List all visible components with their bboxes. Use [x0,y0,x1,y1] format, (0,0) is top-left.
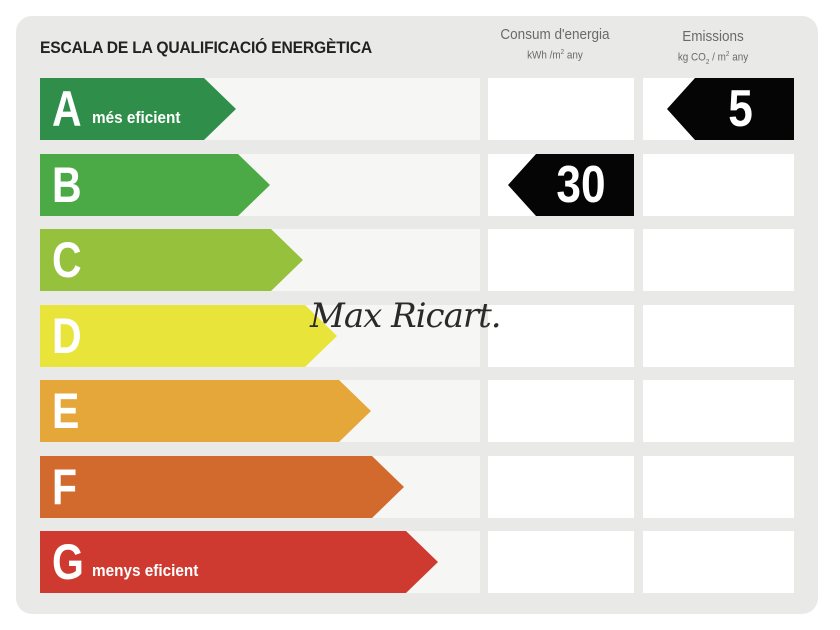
emissions-cell-b [643,153,794,216]
energy-indicator: 30 [508,153,634,216]
rating-arrow-shape [40,153,270,216]
energy-cell-a [488,78,634,140]
rating-letter: A [52,81,82,137]
rating-arrow-shape [40,531,438,593]
rating-bar-d: D [40,304,337,367]
rating-arrow-shape [40,455,404,518]
rating-bar-e: E [40,380,371,442]
emissions-cell-d [643,304,794,367]
page-title: ESCALA DE LA QUALIFICACIÓ ENERGÈTICA [40,38,372,57]
rating-letter: F [52,458,78,515]
rating-arrow-shape [40,304,337,367]
energy-cell-c [488,229,634,291]
emissions-cell-g [643,531,794,593]
emissions-column-header: Emissions kg CO2 / m2 any [638,28,788,66]
rating-row-b: B 30 [40,153,794,216]
rating-row-e: E [40,380,794,442]
rating-letter: C [52,232,82,288]
energy-cell-g [488,531,634,593]
energy-cell-f [488,455,634,518]
emissions-column-unit: kg CO2 / m2 any [677,51,749,66]
energy-column-header: Consum d'energia kWh /m2 any [480,26,630,62]
indicator-arrow-shape [508,153,634,216]
emissions-indicator-value: 5 [728,80,753,138]
emissions-indicator: 5 [667,78,794,140]
energy-column-title: Consum d'energia [500,26,610,43]
indicator-arrow-shape [667,78,794,140]
rating-letter: B [52,156,82,213]
watermark: Max Ricart. [310,296,502,336]
energy-column-unit: kWh /m2 any [527,49,583,62]
energy-indicator-value: 30 [556,155,606,214]
energy-cell-e [488,380,634,442]
emissions-cell-f [643,455,794,518]
rating-letter: E [52,383,80,439]
rating-row-d: D [40,304,794,367]
rating-bar-f: F [40,455,404,518]
rating-row-f: F [40,455,794,518]
emissions-cell-c [643,229,794,291]
energy-cell-d [488,304,634,367]
rating-description: més eficient [92,108,181,127]
emissions-cell-e [643,380,794,442]
rating-letter: D [52,307,82,364]
rating-bar-b: B [40,153,270,216]
rating-description: menys eficient [92,561,199,580]
rating-arrow-shape [40,229,303,291]
rating-arrow-shape [40,380,371,442]
rating-bar-c: C [40,229,303,291]
emissions-column-title: Emissions [682,28,744,45]
rating-arrow-shape [40,78,236,140]
rating-letter: G [52,534,84,590]
rating-row-c: C [40,229,794,291]
